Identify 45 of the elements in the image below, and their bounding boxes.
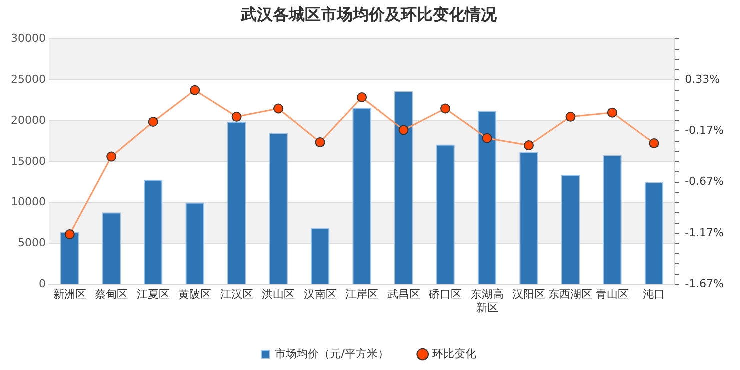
point <box>607 108 618 118</box>
point <box>566 112 576 122</box>
point <box>315 137 326 148</box>
x-tick-label: 硚口区 <box>428 288 462 302</box>
y-tick-label: 0 <box>38 277 46 290</box>
y2-tick-label: -0.17% <box>685 124 724 138</box>
point <box>148 117 158 128</box>
y-tick-label: 25000 <box>10 72 46 86</box>
x-tick-label: 汉南区 <box>304 288 337 302</box>
point <box>482 133 492 144</box>
y-tick-label: 15000 <box>10 154 46 168</box>
y-tick-label: 20000 <box>10 114 46 127</box>
x-tick-label: 东湖高新区 <box>470 288 504 314</box>
point <box>524 140 534 151</box>
x-tick-label: 青山区 <box>596 288 629 302</box>
point <box>232 112 242 122</box>
point <box>649 138 660 148</box>
x-tick-label: 江夏区 <box>136 288 170 302</box>
point <box>106 152 117 162</box>
point <box>274 104 284 114</box>
x-tick-label: 汉阳区 <box>512 288 546 302</box>
y-tick-label: 30000 <box>10 32 46 46</box>
x-tick-label: 东西湖区 <box>548 288 593 302</box>
point <box>64 230 75 240</box>
y-tick-label: 5000 <box>18 236 46 250</box>
point <box>190 85 200 96</box>
chart-title: 武汉各城区市场均价及环比变化情况 <box>240 4 498 24</box>
x-tick-label: 洪山区 <box>262 288 296 302</box>
legend-label: 环比变化 <box>432 347 476 360</box>
y-tick-label: 10000 <box>10 196 46 209</box>
point <box>440 104 451 114</box>
y2-tick-label: -1.67% <box>685 277 724 290</box>
x-tick-label: 蔡甸区 <box>95 288 128 302</box>
point <box>398 125 409 136</box>
y2-tick-label: -0.67% <box>685 175 724 188</box>
x-tick-label: 江汉区 <box>220 288 254 302</box>
x-tick-label: 新洲区 <box>53 288 86 302</box>
x-tick-label: 黄陂区 <box>178 288 212 302</box>
x-tick-label: 武昌区 <box>387 288 420 302</box>
point <box>357 92 368 102</box>
x-tick-label: 江岸区 <box>346 288 379 302</box>
x-tick-label: 沌口 <box>643 288 666 302</box>
y2-tick-label: -1.17% <box>685 226 724 240</box>
y2-tick-label: 0.33% <box>685 72 720 86</box>
legend-label: 市场均价（元/平方米） <box>275 347 389 360</box>
